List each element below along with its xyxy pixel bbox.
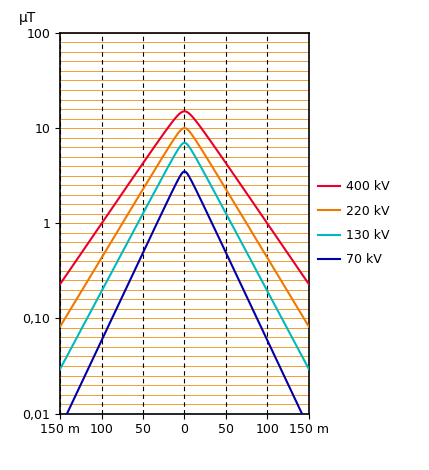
220 kV [302,316,307,321]
Line: 220 kV: 220 kV [60,128,309,327]
70 kV [182,169,187,174]
130 kV [302,357,307,363]
70 kV [153,224,158,229]
130 kV [164,167,169,173]
400 kV [164,127,169,133]
400 kV [182,109,187,114]
220 kV [306,324,311,329]
220 kV [86,277,91,282]
220 kV [57,324,63,329]
Legend: 400 kV, 220 kV, 130 kV, 70 kV: 400 kV, 220 kV, 130 kV, 70 kV [317,180,390,266]
400 kV [302,274,307,280]
400 kV [275,235,280,241]
220 kV [275,271,280,277]
400 kV [306,282,311,287]
70 kV [86,365,91,371]
220 kV [101,252,106,258]
400 kV [86,240,91,245]
130 kV [153,187,158,193]
400 kV [153,142,158,148]
130 kV [101,285,106,291]
220 kV [153,166,158,172]
130 kV [86,313,91,319]
Line: 70 kV: 70 kV [60,172,309,428]
70 kV [275,359,280,364]
70 kV [57,425,63,431]
130 kV [182,140,187,146]
220 kV [182,125,187,131]
400 kV [101,218,106,224]
220 kV [164,149,169,154]
Line: 400 kV: 400 kV [60,111,309,284]
130 kV [306,366,311,372]
70 kV [302,415,307,421]
130 kV [57,366,63,372]
70 kV [306,425,311,431]
130 kV [275,307,280,313]
70 kV [101,334,106,340]
Y-axis label: μT: μT [19,11,36,25]
70 kV [164,201,169,206]
Line: 130 kV: 130 kV [60,143,309,369]
400 kV [57,282,63,287]
